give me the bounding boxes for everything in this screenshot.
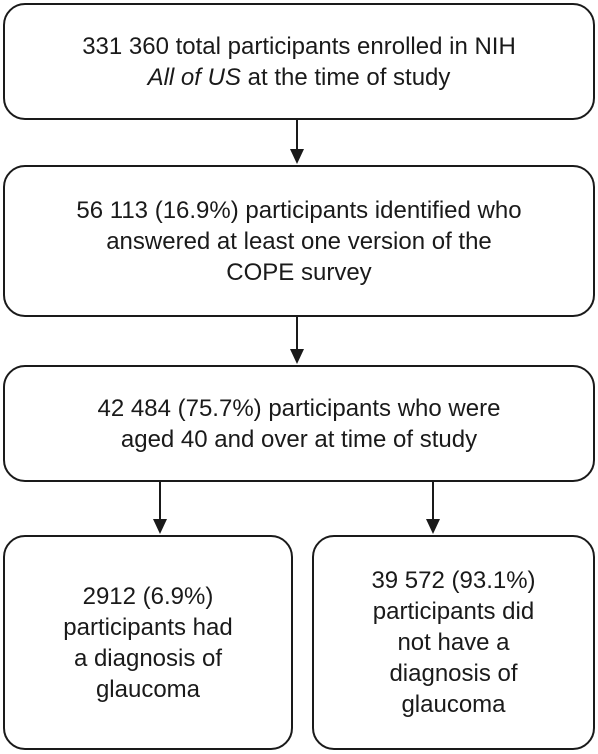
box-glaucoma-line-3: a diagnosis of [73, 644, 223, 672]
box-total-enrolled: 331 360 total participants enrolled in N… [3, 3, 595, 120]
box-glaucoma-line-1: 2912 (6.9%) [82, 582, 214, 610]
box-no-glaucoma-line-4: diagnosis of [389, 660, 518, 687]
arrow-box2-to-box3 [290, 317, 304, 364]
box-glaucoma-line-4: glaucoma [95, 675, 201, 703]
box-cope-survey-line-2: answered at least one version of the [106, 227, 492, 255]
box-cope-survey: 56 113 (16.9%) participants identified w… [3, 165, 595, 317]
box-aged-40-plus-text: 42 484 (75.7%) participants who were age… [98, 393, 501, 455]
box-no-glaucoma-line-3: not have a [397, 629, 510, 656]
box-glaucoma-line-2: participants had [63, 613, 233, 641]
box-total-enrolled-line-1: 331 360 total participants enrolled in N… [82, 32, 516, 60]
arrow-box1-to-box2 [290, 120, 304, 164]
box-cope-survey-line-3: COPE survey [226, 258, 372, 286]
box-cope-survey-text: 56 113 (16.9%) participants identified w… [76, 195, 521, 288]
box-total-enrolled-line-2-rest: at the time of study [240, 63, 451, 91]
box-no-glaucoma: 39 572 (93.1%) participants did not have… [312, 535, 595, 750]
box-total-enrolled-line-2: All of US at the time of study [82, 62, 516, 93]
box-aged-40-plus-line-1: 42 484 (75.7%) participants who were [97, 394, 501, 422]
arrow-box3-to-box4 [153, 482, 167, 534]
box-no-glaucoma-text: 39 572 (93.1%) participants did not have… [371, 565, 535, 720]
box-total-enrolled-text: 331 360 total participants enrolled in N… [82, 31, 516, 93]
box-glaucoma-text: 2912 (6.9%) participants had a diagnosis… [63, 581, 232, 705]
box-glaucoma: 2912 (6.9%) participants had a diagnosis… [3, 535, 293, 750]
box-no-glaucoma-line-5: glaucoma [401, 691, 506, 718]
box-aged-40-plus: 42 484 (75.7%) participants who were age… [3, 365, 595, 482]
box-aged-40-plus-line-2: aged 40 and over at time of study [120, 425, 478, 453]
box-no-glaucoma-line-2: participants did [372, 598, 535, 625]
arrow-box3-to-box5 [426, 482, 440, 534]
box-no-glaucoma-line-1: 39 572 (93.1%) [371, 567, 536, 594]
box-cope-survey-line-1: 56 113 (16.9%) participants identified w… [76, 196, 522, 224]
program-name: All of US [147, 63, 241, 91]
